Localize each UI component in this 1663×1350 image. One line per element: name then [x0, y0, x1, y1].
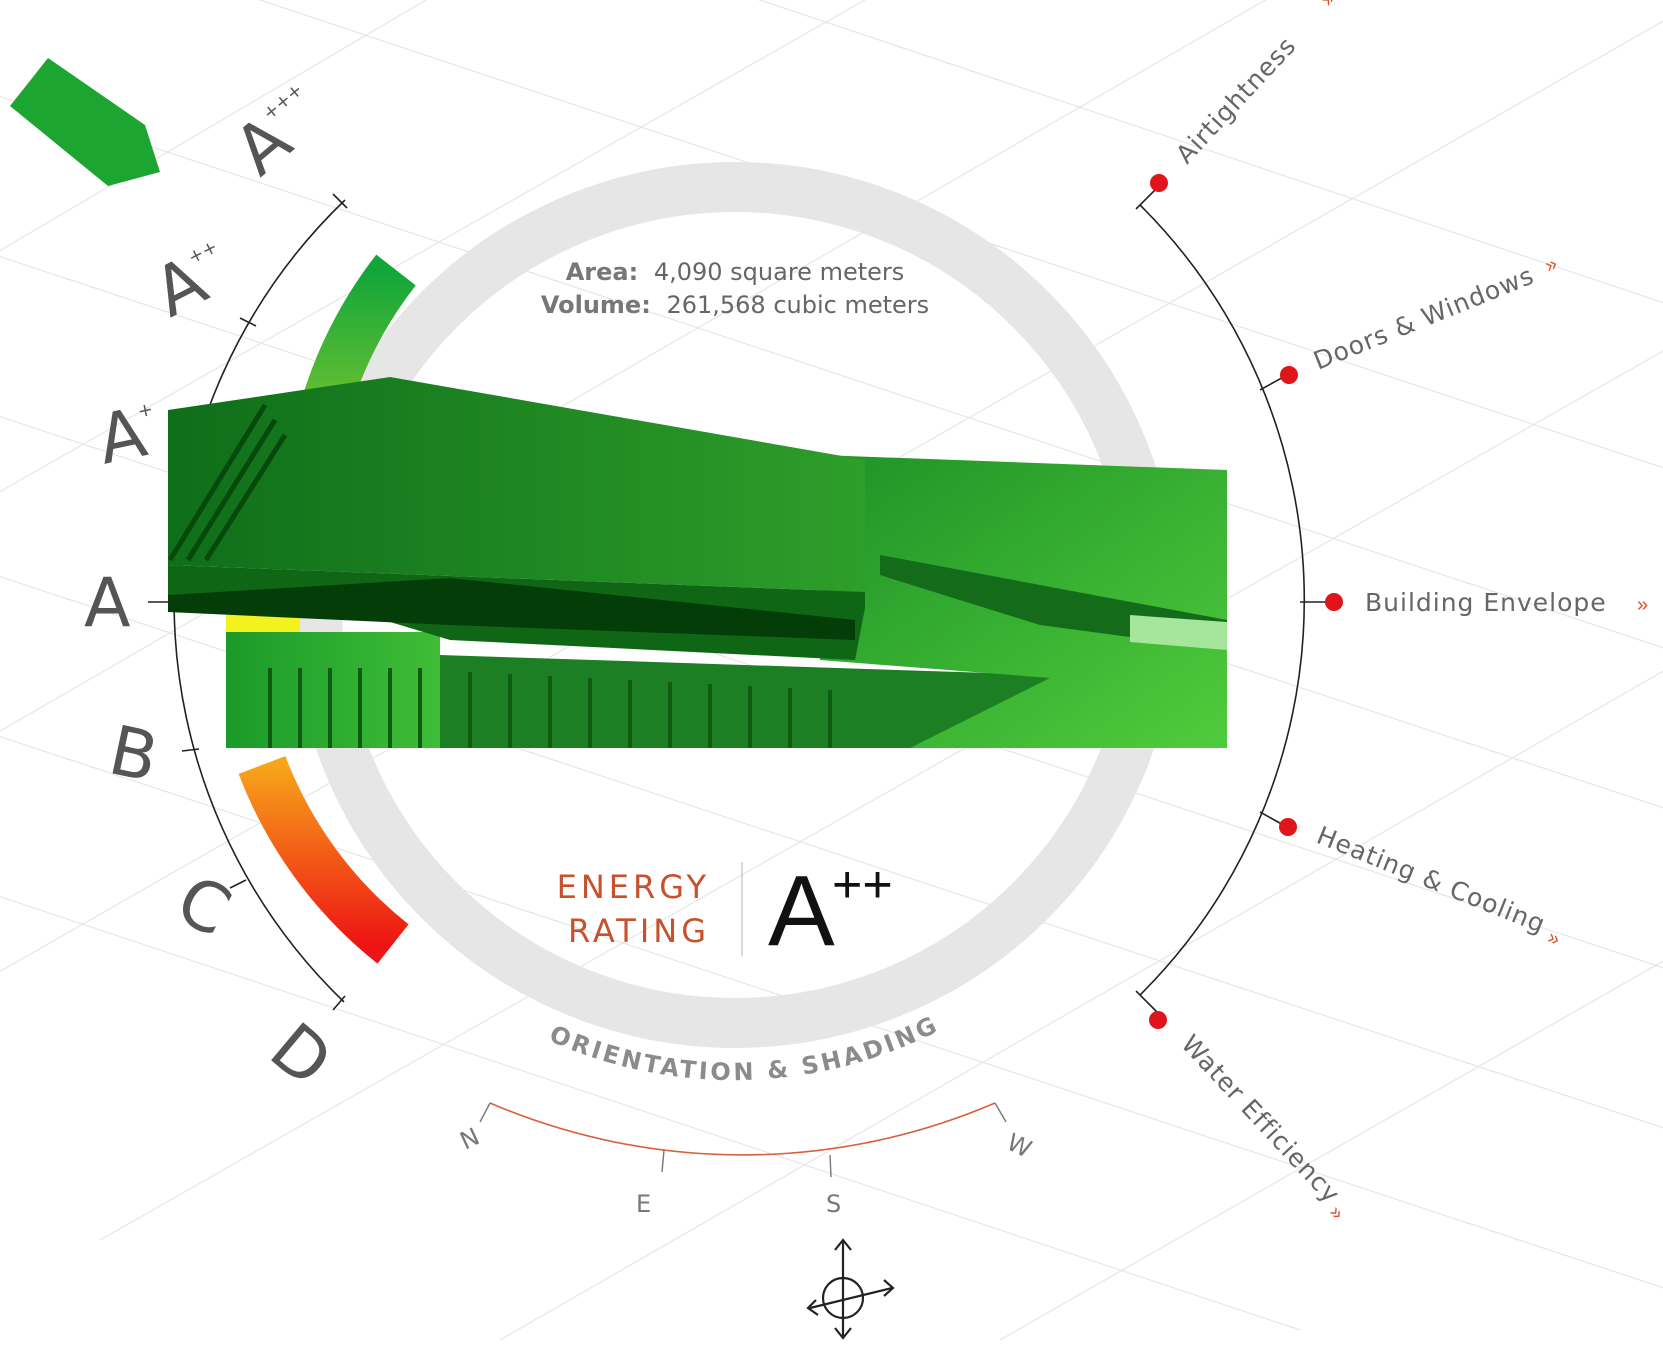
category-label: Heating & Cooling [1313, 821, 1550, 939]
scale-label-a3: A +++ [220, 79, 307, 191]
area-line: Area: 4,090 square meters [566, 258, 905, 286]
marker-building-envelope[interactable] [1325, 593, 1343, 611]
compass-n[interactable]: N [456, 1122, 484, 1155]
expand-chevron-icon[interactable]: » [1542, 253, 1561, 278]
compass-arc [489, 1102, 996, 1156]
scale-letter: B [102, 711, 164, 798]
expand-chevron-icon[interactable]: » [1316, 0, 1340, 11]
scale-label-a2: A ++ [142, 236, 221, 333]
category-bracket [1135, 187, 1332, 1013]
green-pointer-arrow [10, 58, 160, 186]
compass-e[interactable]: E [636, 1190, 651, 1218]
category-label: Building Envelope [1365, 588, 1607, 617]
scale-letter: A [84, 564, 131, 643]
category-label: Doors & Windows [1309, 261, 1538, 376]
scale-suffix: +++ [259, 79, 307, 124]
scale-letter: D [255, 1009, 346, 1103]
category-airtightness[interactable]: Airtightness » [1170, 0, 1343, 169]
volume-line: Volume: 261,568 cubic meters [541, 291, 929, 319]
marker-water-efficiency[interactable] [1149, 1011, 1167, 1029]
compass-w[interactable]: W [1002, 1128, 1035, 1163]
marker-doors-windows[interactable] [1280, 366, 1298, 384]
expand-chevron-icon[interactable]: » [1637, 594, 1648, 616]
category-markers [1149, 174, 1343, 1029]
energy-rating-letter: A [768, 855, 835, 967]
energy-title-line1: ENERGY [557, 868, 710, 906]
scale-label-d: D [255, 1009, 346, 1103]
volume-value: 261,568 cubic meters [666, 291, 929, 319]
category-doors-windows[interactable]: Doors & Windows » [1309, 251, 1562, 376]
category-label: Water Efficiency [1176, 1029, 1346, 1209]
marker-airtightness[interactable] [1150, 174, 1168, 192]
orientation-compass[interactable]: N E S W [456, 1102, 1036, 1218]
scale-label-a: A [84, 564, 131, 643]
scale-label-c: C [164, 861, 242, 953]
category-heating-cooling[interactable]: Heating & Cooling » [1311, 821, 1568, 951]
area-label: Area: [566, 258, 638, 286]
building-3d-model[interactable] [167, 377, 1227, 748]
category-label: Airtightness [1170, 31, 1302, 169]
category-water-efficiency[interactable]: Water Efficiency » [1172, 1029, 1357, 1224]
energy-title-line2: RATING [568, 912, 710, 950]
move-handle-icon[interactable] [806, 1238, 895, 1340]
area-value: 4,090 square meters [654, 258, 904, 286]
scale-suffix: + [136, 399, 155, 423]
energy-rating-block: ENERGY RATING A ++ [557, 855, 893, 967]
compass-s[interactable]: S [826, 1190, 841, 1218]
compass-ticks [479, 1102, 1007, 1178]
rating-arc-bad [238, 755, 409, 964]
energy-rating-suffix: ++ [832, 856, 893, 914]
category-building-envelope[interactable]: Building Envelope » [1365, 588, 1648, 617]
category-bracket-arc [1139, 204, 1306, 996]
marker-heating-cooling[interactable] [1279, 818, 1297, 836]
scale-letter: C [164, 861, 242, 953]
scale-label-b: B [102, 711, 164, 798]
volume-label: Volume: [541, 291, 651, 319]
